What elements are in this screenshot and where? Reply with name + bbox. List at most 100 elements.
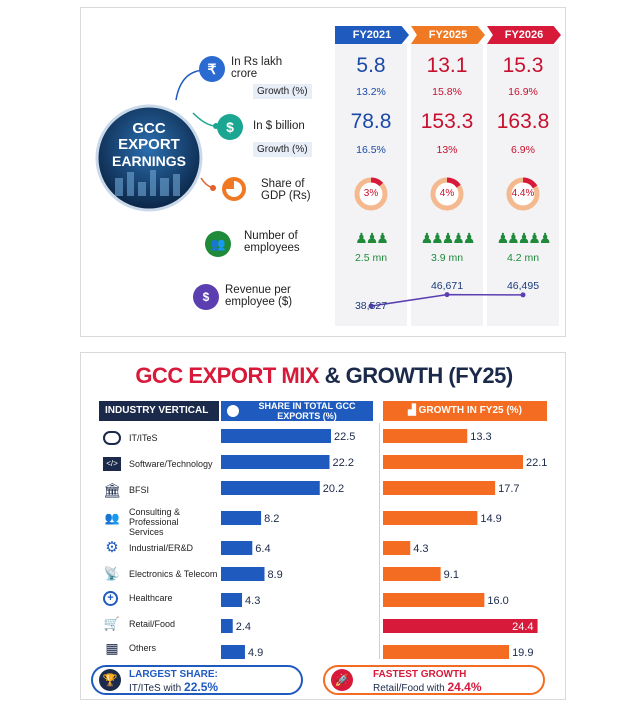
largest-share-line-2: IT/ITeS with 22.5% <box>129 680 218 694</box>
share-value-label: 22.5 <box>334 431 355 443</box>
mix-title: GCC EXPORT MIX & GROWTH (FY25) <box>81 363 567 389</box>
export-earnings-panel: FY2021 FY2025 FY2026 GCC EXPORT EARNINGS… <box>80 7 566 337</box>
header-share: SHARE IN TOTAL GCC EXPORTS (%) <box>221 401 373 421</box>
label-billion: In $ billion <box>253 120 305 132</box>
employee-figures-fy2026: ♟♟♟♟♟ <box>496 230 552 246</box>
label-gdp-2: GDP (Rs) <box>261 190 311 202</box>
gdp-donut-slice <box>522 177 538 189</box>
share-value-label: 8.2 <box>264 513 279 525</box>
revenue-point <box>444 292 450 298</box>
largest-share-box: 🏆 LARGEST SHARE: IT/ITeS with 22.5% <box>91 665 303 695</box>
share-bar <box>221 567 265 581</box>
column-divider <box>379 423 380 659</box>
rocket-icon: 🚀 <box>331 669 353 691</box>
growth-value-label: 9.1 <box>444 569 459 581</box>
label-lakh-crore: In Rs lakh crore <box>231 56 283 80</box>
rupee-icon: ₹ <box>199 56 225 82</box>
person-dollar-icon: $ <box>193 284 219 310</box>
share-bar <box>221 645 245 659</box>
antenna-icon: 📡 <box>103 566 121 581</box>
share-bar <box>221 619 233 633</box>
share-value-label: 2.4 <box>236 621 251 633</box>
revenue-line <box>368 292 526 309</box>
year-header-fy2025: FY2025 <box>411 26 485 44</box>
growth-bar <box>383 511 478 525</box>
category-retail: Retail/Food <box>129 619 176 629</box>
billion-growth-fy2021: 16.5% <box>356 144 386 156</box>
fastest-growth-line-1: FASTEST GROWTH <box>373 669 467 680</box>
billion-value-fy2026: 163.8 <box>496 110 550 133</box>
trophy-icon: 🏆 <box>99 669 121 691</box>
billion-growth-fy2026: 6.9% <box>511 144 535 156</box>
category-consulting: Consulting & Professional Services <box>129 507 181 537</box>
growth-value-label: 4.3 <box>413 543 428 555</box>
label-rev-1: Revenue per <box>225 284 291 296</box>
employee-figures-fy2021: ♟♟♟ <box>355 230 389 246</box>
lakh-growth-fy2021: 13.2% <box>356 86 386 98</box>
emp-value-fy2021: 2.5 mn <box>354 252 388 264</box>
share-bar <box>221 429 331 443</box>
share-bar <box>221 511 262 525</box>
growth-bar <box>383 541 411 555</box>
fastest-growth-line-2: Retail/Food with 24.4% <box>373 680 482 694</box>
largest-share-text: IT/ITeS with <box>129 683 185 694</box>
consulting-people-icon: 👥 <box>104 511 120 525</box>
label-emp-1: Number of <box>244 230 298 242</box>
growth-bar <box>383 619 538 633</box>
label-lakh-growth: Growth (%) <box>253 84 312 99</box>
employee-figures-fy2025: ♟♟♟♟♟ <box>420 230 476 246</box>
healthcare-plus-icon: + <box>103 591 118 606</box>
label-emp-2: employees <box>244 242 300 254</box>
share-bar <box>221 593 243 607</box>
share-value-label: 4.9 <box>248 647 263 659</box>
mix-title-red: GCC EXPORT MIX <box>135 363 319 388</box>
label-revenue: Revenue per employee ($) <box>225 284 292 308</box>
growth-value-label: 24.4 <box>512 621 533 633</box>
gdp-donut-slice <box>370 177 384 187</box>
gdp-value-fy2026: 4.4% <box>511 188 535 199</box>
pie-small-icon <box>227 405 239 417</box>
header-growth-text: GROWTH IN FY25 (%) <box>418 405 522 416</box>
label-rev-2: employee ($) <box>225 296 293 308</box>
mix-bar-chart: 22.5 13.3 22.2 22.1 20.2 17.7 8.2 14.9 6.4 4.3 8.9… <box>221 429 547 659</box>
share-bar <box>221 481 320 495</box>
growth-value-label: 17.7 <box>498 483 519 495</box>
billion-growth-fy2025: 13% <box>436 144 458 156</box>
lakh-growth-fy2026: 16.9% <box>508 86 538 98</box>
emp-value-fy2026: 4.2 mn <box>506 252 540 264</box>
label-gdp-1: Share of <box>261 178 305 190</box>
growth-value-label: 14.9 <box>480 513 501 525</box>
header-growth: ▟ GROWTH IN FY25 (%) <box>383 401 547 421</box>
share-value-label: 8.9 <box>268 569 283 581</box>
rev-value-fy2025: 46,671 <box>430 280 464 292</box>
cloud-icon <box>103 431 121 445</box>
largest-share-value: 22.5% <box>184 680 219 694</box>
lakh-value-fy2021: 5.8 <box>356 54 386 77</box>
share-bar <box>221 541 253 555</box>
lakh-growth-fy2025: 15.8% <box>432 86 462 98</box>
fastest-growth-value: 24.4% <box>447 680 482 694</box>
share-value-label: 4.3 <box>245 595 260 607</box>
badge-line-3: EARNINGS <box>112 153 186 169</box>
growth-value-label: 16.0 <box>487 595 508 607</box>
year-header-fy2021: FY2021 <box>335 26 409 44</box>
category-bfsi: BFSI <box>129 485 150 495</box>
label-gdp: Share of GDP (Rs) <box>261 178 311 202</box>
category-others: Others <box>129 643 157 653</box>
header-industry-vertical: INDUSTRY VERTICAL <box>99 401 219 421</box>
growth-bar <box>383 481 496 495</box>
cart-icon: 🛒 <box>103 616 121 631</box>
gdp-share-donuts <box>354 177 540 211</box>
pie-icon <box>222 177 246 201</box>
growth-bar <box>383 567 441 581</box>
gdp-value-fy2025: 4% <box>439 188 455 199</box>
category-industrial: Industrial/ER&D <box>129 543 194 553</box>
category-electronics: Electronics & Telecom <box>129 569 218 579</box>
mix-title-dark: & GROWTH (FY25) <box>319 363 514 388</box>
grid-icon: ▦ <box>105 640 119 656</box>
export-earnings-badge <box>95 104 203 212</box>
code-icon: </> <box>103 457 121 471</box>
emp-value-fy2025: 3.9 mn <box>430 252 464 264</box>
revenue-point <box>520 292 526 298</box>
growth-value-label: 19.9 <box>512 647 533 659</box>
